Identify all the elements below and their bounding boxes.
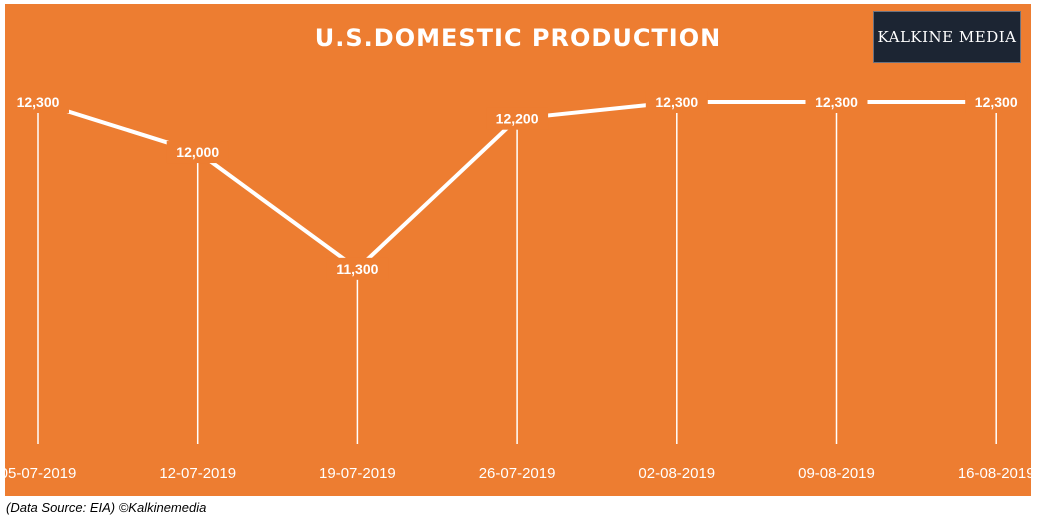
kalkine-media-logo: KALKINE MEDIA <box>873 11 1021 63</box>
data-label-text: 12,300 <box>975 94 1018 110</box>
data-source-note: (Data Source: EIA) ©Kalkinemedia <box>6 500 207 515</box>
data-label-text: 12,300 <box>655 94 698 110</box>
data-label-4: 12,300 <box>645 91 708 113</box>
x-tick-label-6: 16-08-2019 <box>958 465 1031 482</box>
chart-panel: 12,300 12,000 11,300 12,200 12,300 12,300 12,3… <box>5 4 1031 496</box>
data-label-1: 12,000 <box>166 141 229 164</box>
x-tick-label-3: 26-07-2019 <box>479 465 556 482</box>
data-label-6: 12,300 <box>965 91 1028 113</box>
data-label-text: 12,000 <box>176 144 219 160</box>
x-tick-label-2: 19-07-2019 <box>319 465 396 482</box>
x-tick-label-1: 12-07-2019 <box>159 465 236 482</box>
data-label-text: 11,300 <box>336 261 378 277</box>
x-tick-label-0: 05-07-2019 <box>5 465 76 482</box>
data-label-text: 12,200 <box>496 111 539 127</box>
x-tick-label-5: 09-08-2019 <box>798 465 875 482</box>
data-label-3: 12,200 <box>486 107 549 130</box>
line-chart: 12,300 12,000 11,300 12,200 12,300 12,300 12,3… <box>5 91 1031 482</box>
x-tick-label-4: 02-08-2019 <box>638 465 715 482</box>
data-label-0: 12,300 <box>7 91 69 113</box>
data-label-2: 11,300 <box>326 257 389 280</box>
logo-text: KALKINE MEDIA <box>877 28 1017 46</box>
chart-title: U.S.DOMESTIC PRODUCTION <box>314 24 722 52</box>
data-label-5: 12,300 <box>805 91 868 113</box>
data-label-text: 12,300 <box>17 94 60 110</box>
data-label-text: 12,300 <box>815 94 858 110</box>
